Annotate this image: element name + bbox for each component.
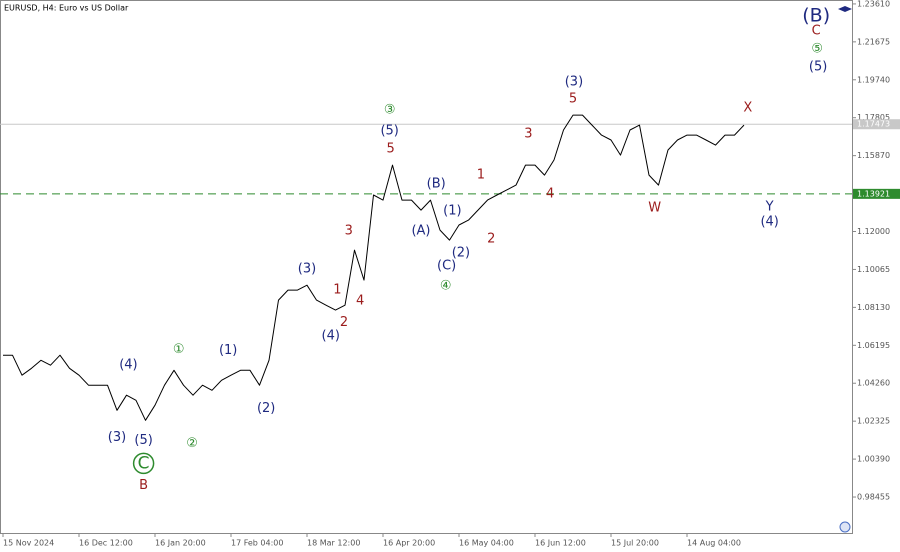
x-tick-label: 18 Mar 12:00 <box>307 539 360 548</box>
wave-label: (1) <box>219 343 237 358</box>
wave-label: (5) <box>380 123 398 138</box>
wave-label: ① <box>173 342 185 357</box>
y-tick-label: 1.19740 <box>857 75 890 84</box>
wave-label: (C) <box>437 259 456 274</box>
wave-label: C <box>812 23 821 38</box>
y-tick-label: 1.15870 <box>857 151 890 160</box>
level-label: 1.13921 <box>857 189 890 198</box>
wave-label: (3) <box>108 430 126 445</box>
wave-label: (4) <box>322 329 340 344</box>
y-tick-label: 1.00390 <box>857 455 890 464</box>
current-price-label: 1.17473 <box>857 120 890 129</box>
wave-label: X <box>743 101 752 116</box>
wave-label: (5) <box>809 60 827 75</box>
y-tick-label: 0.98455 <box>857 493 890 502</box>
y-tick-label: 1.23610 <box>857 0 890 8</box>
y-tick-label: 1.08130 <box>857 303 890 312</box>
wave-label: W <box>648 201 661 216</box>
wave-label: (5) <box>134 433 152 448</box>
wave-label: (1) <box>443 204 461 219</box>
wave-label: ⑤ <box>811 42 823 57</box>
y-tick-label: 1.02325 <box>857 417 890 426</box>
wave-label: ④ <box>440 279 452 294</box>
wave-label: 3 <box>524 127 532 142</box>
wave-label: (2) <box>452 246 470 261</box>
wave-label: 1 <box>477 168 485 183</box>
y-tick-label: 1.21675 <box>857 37 890 46</box>
wave-label: B <box>139 478 148 493</box>
wave-label: (A) <box>411 224 430 239</box>
y-tick-label: 1.06195 <box>857 341 890 350</box>
y-tick-label: 1.04260 <box>857 379 890 388</box>
x-tick-label: 15 Jul 20:00 <box>611 539 659 548</box>
wave-label: (3) <box>565 74 583 89</box>
wave-label: ② <box>186 436 198 451</box>
wave-label: C <box>138 453 150 473</box>
wave-label: (4) <box>119 358 137 373</box>
current-price-box <box>853 119 900 130</box>
y-tick-label: 1.12000 <box>857 227 890 236</box>
x-tick-label: 16 Jan 20:00 <box>155 539 206 548</box>
wave-label: (4) <box>760 215 778 230</box>
wave-label: (3) <box>298 262 316 277</box>
wave-label: 5 <box>386 141 394 156</box>
settings-icon[interactable] <box>839 521 851 533</box>
level-box <box>853 188 900 199</box>
wave-label: 4 <box>356 294 364 309</box>
x-tick-label: 16 Jun 12:00 <box>535 539 586 548</box>
wave-label: ③ <box>384 102 396 117</box>
wave-label: 5 <box>569 91 577 106</box>
x-tick-label: 16 May 04:00 <box>459 539 514 548</box>
x-tick-label: 16 Apr 20:00 <box>383 539 435 548</box>
y-tick-label: 1.17805 <box>857 113 890 122</box>
wave-label: (B) <box>427 177 446 192</box>
plot-frame <box>0 0 853 534</box>
cap-icon[interactable] <box>838 6 852 12</box>
x-tick-label: 14 Aug 04:00 <box>687 539 741 548</box>
x-tick-label: 17 Feb 04:00 <box>231 539 283 548</box>
wave-label: (2) <box>257 401 275 416</box>
wave-label: 3 <box>345 224 353 239</box>
wave-label: 2 <box>487 232 495 247</box>
wave-circle <box>132 452 155 475</box>
price-line <box>3 114 745 421</box>
x-tick-label: 16 Dec 12:00 <box>79 539 133 548</box>
wave-label: 2 <box>340 315 348 330</box>
chart-title: EURUSD, H4: Euro vs US Dollar <box>4 4 129 13</box>
y-tick-label: 1.10065 <box>857 265 890 274</box>
wave-label: (B) <box>802 4 830 26</box>
wave-label: 1 <box>333 283 341 298</box>
x-tick-label: 15 Nov 2024 <box>3 539 54 548</box>
wave-label: Y <box>765 200 774 215</box>
wave-label: 4 <box>546 187 554 202</box>
